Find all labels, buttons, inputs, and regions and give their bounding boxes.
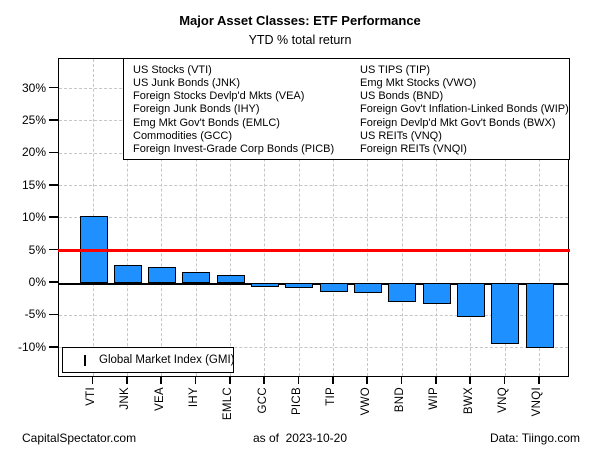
x-tick-label: TIP — [325, 387, 338, 406]
x-axis-tick — [400, 377, 403, 384]
y-axis-tick — [49, 86, 58, 89]
asset-legend-left-column: US Stocks (VTI) US Junk Bonds (JNK) Foreig… — [133, 64, 334, 157]
y-tick-label: 5% — [28, 242, 46, 257]
bar-TIP — [319, 283, 348, 293]
x-tick-label: EMLC — [222, 387, 235, 421]
y-tick-label: 15% — [21, 177, 46, 192]
chart-title: Major Asset Classes: ETF Performance — [179, 13, 421, 28]
y-axis-tick — [49, 151, 58, 154]
asset-legend-item: Commodities (GCC) — [133, 129, 233, 142]
x-tick-label: VNQI — [531, 387, 544, 417]
bar-GCC — [251, 283, 280, 287]
x-axis-tick — [229, 377, 231, 384]
x-tick-label: WIP — [428, 387, 441, 410]
asset-legend-item: Emg Mkt Stocks (VWO) — [360, 76, 477, 89]
x-axis-tick — [332, 377, 334, 384]
y-axis-tick — [49, 216, 58, 218]
bar-VEA — [148, 267, 177, 283]
bar-PICB — [285, 283, 314, 289]
x-axis-tick — [366, 377, 368, 384]
y-axis-tick — [49, 346, 58, 348]
bar-VWO — [354, 283, 383, 293]
asset-legend-item: US TIPS (TIP) — [360, 63, 431, 76]
chart-subtitle: YTD % total return — [248, 33, 352, 47]
gmi-reference-line — [57, 249, 570, 253]
footer-data-source: Data: Tiingo.com — [489, 431, 580, 445]
gridline-horizontal — [59, 314, 568, 316]
bar-EMLC — [216, 275, 245, 283]
asset-legend-item: Foreign Gov't Inflation-Linked Bonds (WI… — [360, 103, 569, 116]
asset-legend-box: US Stocks (VTI) US Junk Bonds (JNK) Foreig… — [123, 57, 570, 160]
x-tick-label: GCC — [256, 387, 269, 414]
x-axis-tick — [538, 377, 540, 384]
x-axis-tick — [503, 377, 506, 384]
x-tick-label: BND — [393, 387, 406, 413]
x-axis-tick — [194, 377, 197, 384]
gmi-legend-box: Global Market Index (GMI) — [62, 347, 234, 373]
y-axis-tick — [49, 281, 58, 283]
gridline-horizontal — [59, 347, 568, 349]
x-tick-label: BWX — [462, 387, 475, 415]
x-tick-label: IHY — [187, 387, 200, 408]
bar-JNK — [113, 264, 142, 283]
bar-BWX — [457, 283, 486, 318]
gridline-horizontal — [59, 217, 568, 219]
asset-legend-item: US Stocks (VTI) — [133, 63, 212, 76]
x-tick-label: PICB — [290, 387, 303, 416]
x-axis-tick — [126, 377, 128, 384]
y-axis-tick — [49, 184, 58, 186]
asset-legend-item: Foreign REITs (VNQI) — [360, 143, 467, 156]
x-tick-label: VTI — [85, 387, 97, 406]
x-tick-label: VNQ — [496, 387, 509, 413]
bar-WIP — [422, 283, 451, 304]
y-tick-label: 25% — [21, 113, 46, 127]
x-tick-label: JNK — [119, 387, 132, 410]
asset-legend-item: Foreign Invest-Grade Corp Bonds (PICB) — [133, 143, 335, 156]
asset-legend-item: US Junk Bonds (JNK) — [133, 76, 240, 89]
x-tick-label: VWO — [359, 387, 372, 416]
y-axis-tick — [49, 248, 58, 251]
x-axis-tick — [91, 377, 94, 384]
asset-legend-item: Foreign Devlp'd Mkt Gov't Bonds (BWX) — [360, 116, 556, 129]
footer-source-left: CapitalSpectator.com — [22, 431, 137, 445]
x-axis-tick — [469, 377, 471, 384]
y-tick-label: 20% — [21, 145, 46, 160]
y-tick-label: 30% — [21, 80, 46, 95]
asset-legend-item: Foreign Stocks Devlp'd Mkts (VEA) — [133, 90, 305, 103]
gridline-horizontal — [59, 185, 568, 187]
plot-area: US Stocks (VTI) US Junk Bonds (JNK) Foreig… — [57, 57, 570, 377]
y-tick-label: -10% — [17, 339, 46, 354]
y-axis-tick — [49, 119, 58, 121]
asset-legend-right-column: US TIPS (TIP) Emg Mkt Stocks (VWO) US Bond… — [360, 64, 569, 157]
x-tick-label: VEA — [153, 387, 166, 411]
y-tick-label: -5% — [24, 307, 46, 322]
y-tick-label: 0% — [28, 275, 46, 289]
zero-axis-line — [59, 283, 568, 285]
asset-legend-item: US REITs (VNQ) — [360, 129, 442, 142]
bar-IHY — [182, 271, 211, 283]
footer-as-of-date: as of 2023-10-20 — [252, 431, 348, 445]
asset-legend-item: US Bonds (BND) — [360, 90, 444, 103]
asset-legend-item: Foreign Junk Bonds (IHY) — [133, 103, 260, 116]
x-axis-tick — [263, 377, 265, 384]
asset-legend-item: Emg Mkt Gov't Bonds (EMLC) — [133, 116, 280, 129]
bar-BND — [388, 283, 417, 303]
gmi-legend-label: Global Market Index (GMI) — [99, 354, 235, 366]
bar-VNQI — [525, 283, 554, 348]
x-axis-tick — [297, 377, 300, 384]
bar-VNQ — [491, 283, 520, 344]
x-axis-tick — [435, 377, 437, 384]
gmi-red-swatch-icon — [84, 354, 86, 366]
y-tick-label: 10% — [21, 210, 46, 225]
x-axis-tick — [160, 377, 162, 384]
y-axis-tick — [49, 313, 58, 316]
